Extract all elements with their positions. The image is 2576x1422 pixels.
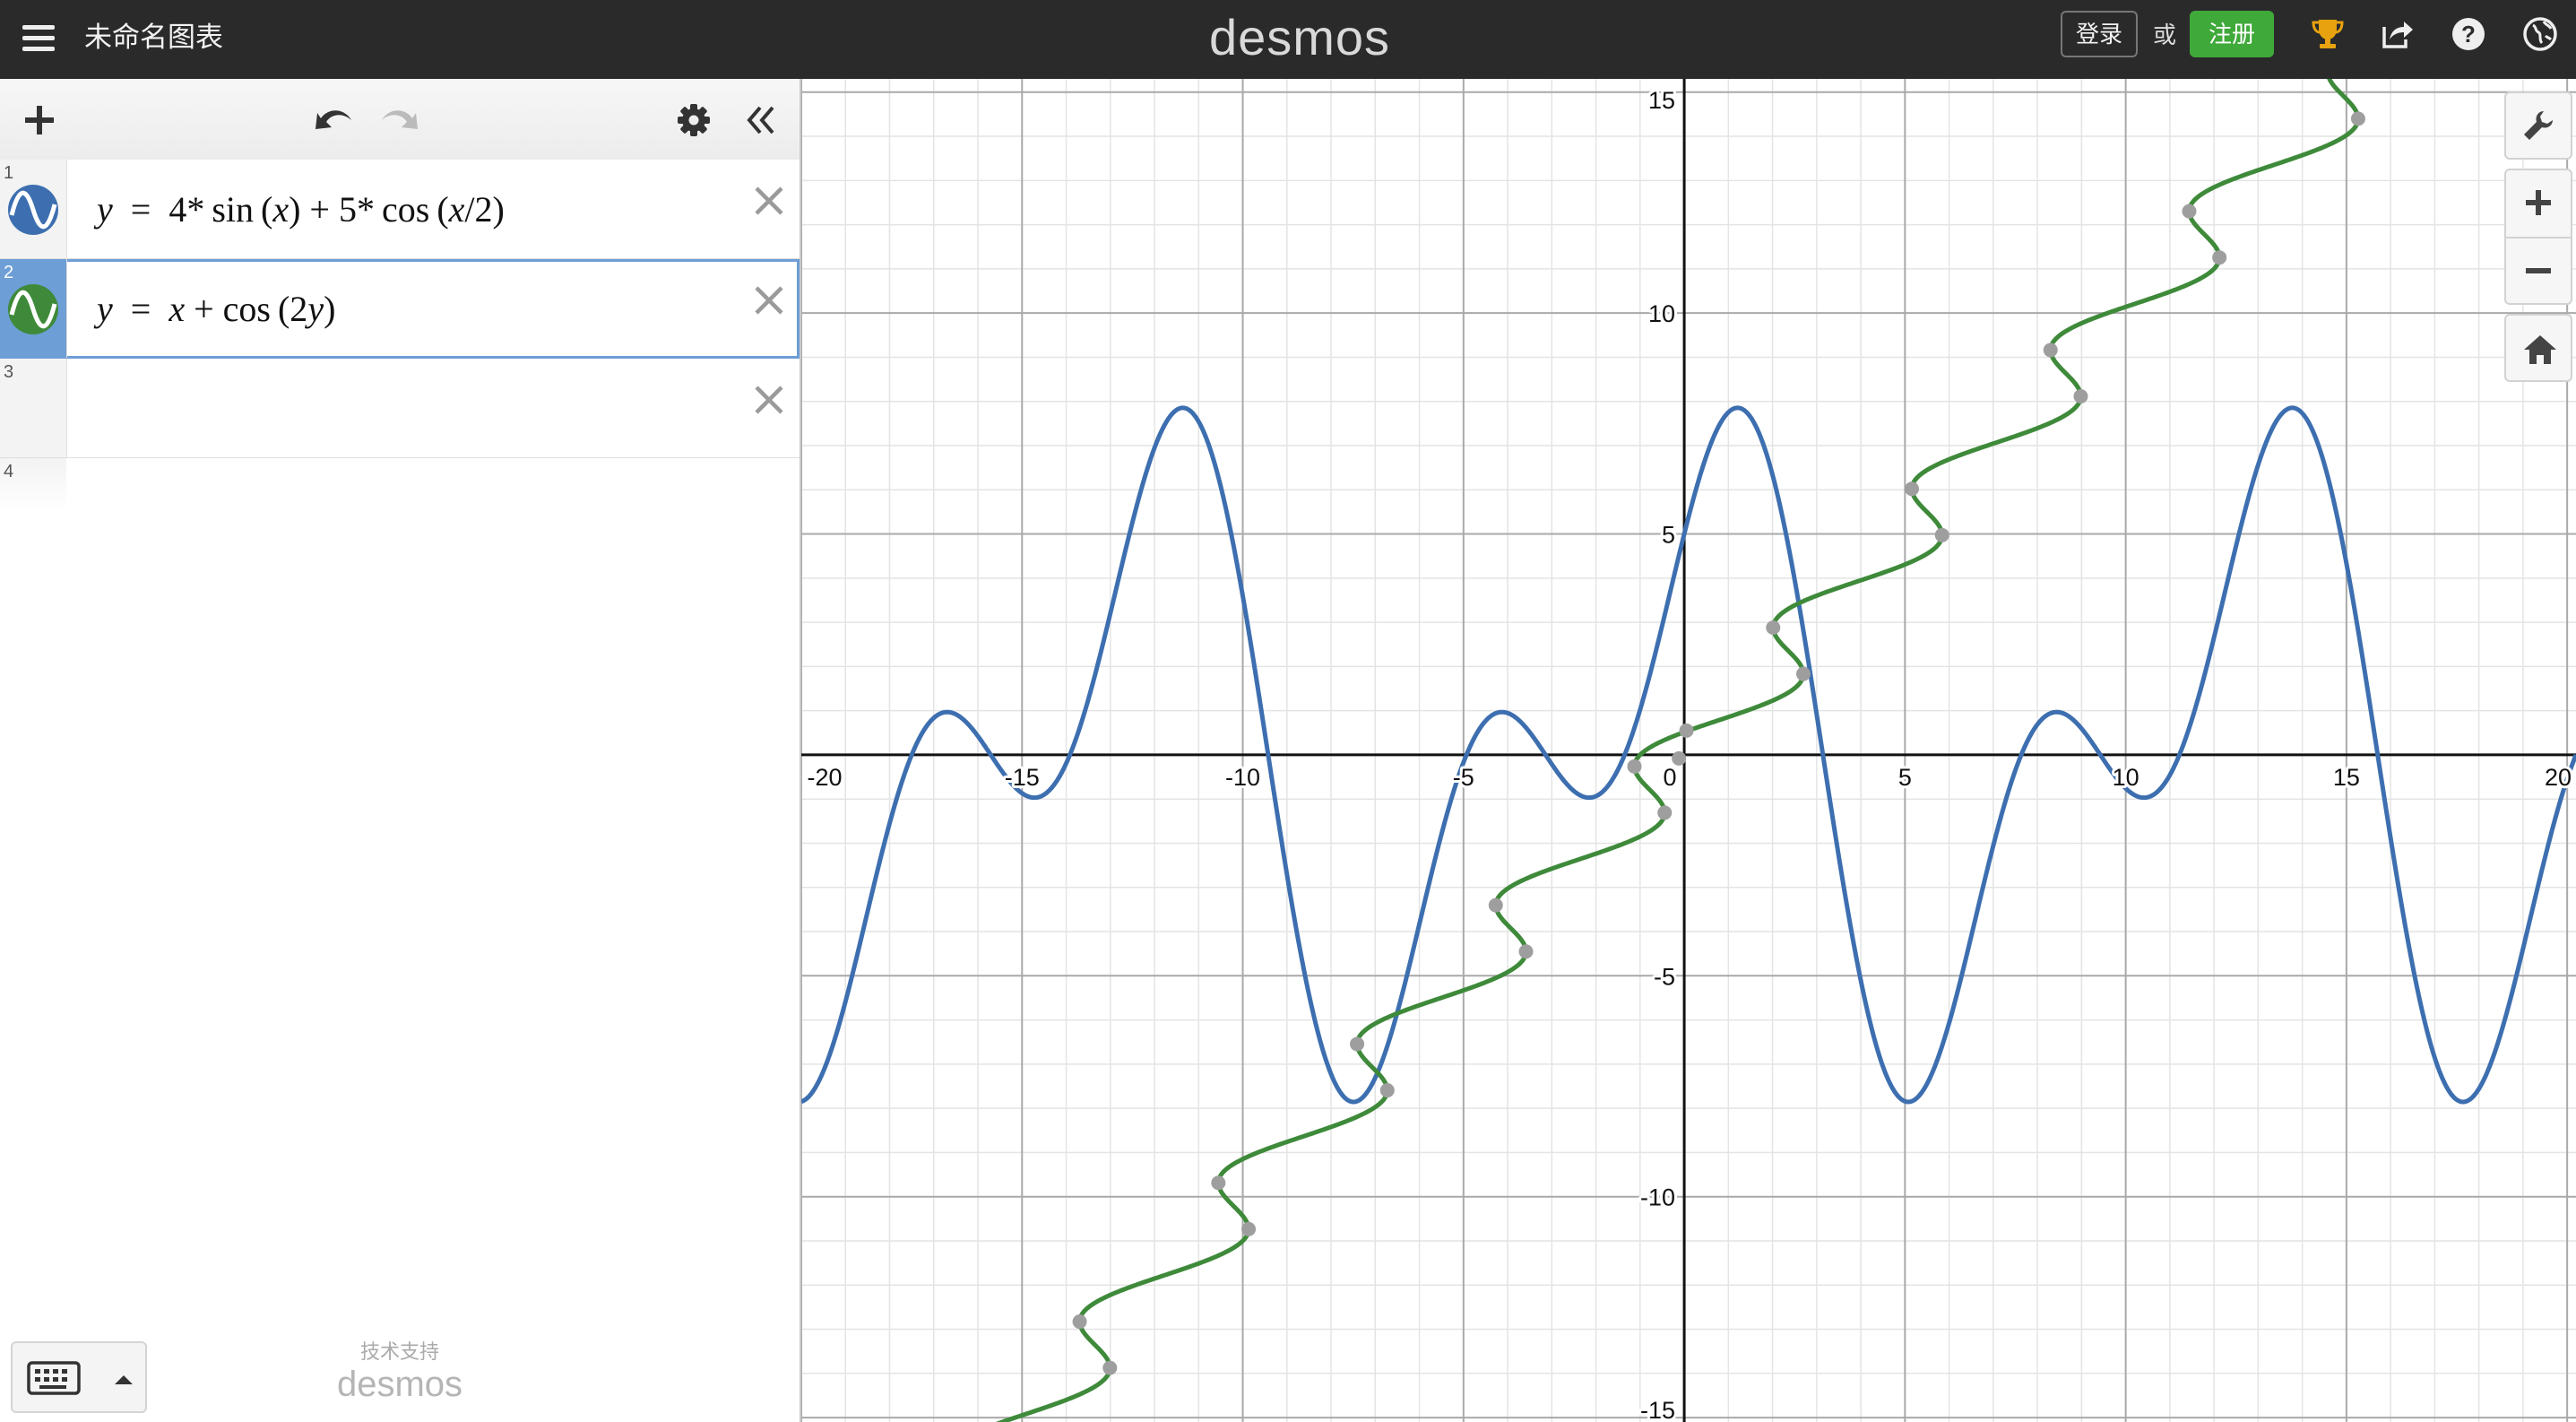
point-of-interest — [1241, 1221, 1257, 1236]
point-of-interest — [1795, 666, 1811, 681]
add-expression-icon[interactable] — [20, 100, 59, 140]
expression-math[interactable]: y = 4* sin (x) + 5* cos (x/2) — [97, 189, 505, 230]
curve-expression-1 — [801, 405, 2576, 1105]
expression-row-1[interactable]: 1 y = 4* sin (x) + 5* cos (x/2) — [0, 160, 800, 259]
critical-points[interactable] — [1072, 111, 2365, 1375]
point-of-interest — [2212, 250, 2227, 265]
y-tick-label: 10 — [1648, 300, 1675, 327]
zoom-out-icon[interactable] — [2522, 255, 2554, 287]
top-bar: 未命名图表 desmos 登录 或 注册 ? — [0, 0, 2576, 79]
collapse-panel-icon[interactable] — [740, 100, 780, 140]
x-tick-label: -20 — [807, 764, 842, 791]
delete-expression-icon[interactable] — [749, 380, 789, 420]
axis-labels: -20 -15 -10 -5 0 5 10 15 20 15 10 5 -5 -10 -15 — [804, 84, 2574, 1422]
login-button[interactable]: 登录 — [2061, 11, 2138, 57]
delete-expression-icon[interactable] — [749, 181, 789, 221]
point-of-interest — [1672, 750, 1687, 766]
graph-settings-button[interactable] — [2504, 91, 2572, 160]
settings-gear-icon[interactable] — [674, 100, 713, 140]
home-icon — [2524, 335, 2556, 364]
graph-title[interactable]: 未命名图表 — [84, 22, 223, 53]
point-of-interest — [1657, 805, 1673, 820]
powered-caption: 技术支持 — [359, 1340, 439, 1363]
menu-icon[interactable] — [20, 20, 57, 57]
y-tick-label: -5 — [1654, 963, 1675, 990]
powered-by-desmos[interactable]: 技术支持 desmos — [328, 1340, 471, 1404]
globe-icon[interactable] — [2520, 14, 2560, 54]
y-tick-label: 5 — [1662, 522, 1675, 549]
graph-paper[interactable]: -20 -15 -10 -5 0 5 10 15 20 15 10 5 -5 -10 -15 — [801, 79, 2576, 1422]
keyboard-icon — [27, 1361, 133, 1395]
point-of-interest — [1488, 897, 1503, 913]
expression-row-4[interactable]: 4 — [0, 458, 800, 557]
y-tick-label: -15 — [1640, 1397, 1675, 1422]
curves[interactable] — [801, 79, 2576, 1422]
x-tick-label: -10 — [1225, 764, 1260, 791]
redo-icon[interactable] — [376, 100, 421, 140]
wave-icon[interactable] — [6, 183, 60, 237]
point-of-interest — [1627, 759, 1642, 774]
or-text: 或 — [2153, 22, 2177, 48]
x-tick-label: 10 — [2113, 764, 2139, 791]
share-icon[interactable] — [2377, 14, 2416, 54]
expression-index: 3 — [4, 362, 14, 382]
x-tick-label: 15 — [2333, 764, 2360, 791]
expression-row-2[interactable]: 2 y = x + cos (2y) — [0, 259, 800, 359]
x-tick-label: 0 — [1664, 764, 1677, 791]
point-of-interest — [2073, 389, 2088, 404]
x-tick-label: 5 — [1898, 764, 1912, 791]
expression-gutter: 1 — [0, 160, 67, 258]
expression-math[interactable]: y = x + cos (2y) — [97, 289, 336, 329]
expression-toolbar — [0, 79, 800, 160]
powered-logo: desmos — [336, 1365, 463, 1404]
point-of-interest — [1679, 723, 1694, 738]
axes — [801, 79, 2576, 1422]
major-gridlines — [801, 79, 2576, 1422]
svg-text:?: ? — [2461, 21, 2476, 48]
minor-gridlines — [801, 79, 2576, 1422]
y-tick-label: 15 — [1648, 87, 1675, 114]
point-of-interest — [1072, 1314, 1087, 1330]
point-of-interest — [1518, 944, 1534, 959]
expression-index: 2 — [4, 263, 14, 282]
zoom-controls — [2504, 169, 2572, 305]
expression-index: 1 — [4, 163, 14, 183]
x-tick-label: 20 — [2545, 764, 2572, 791]
y-tick-label: -10 — [1640, 1184, 1675, 1211]
default-viewport-button[interactable] — [2504, 314, 2572, 382]
trophy-icon[interactable] — [2308, 14, 2347, 54]
wrench-icon — [2524, 111, 2553, 140]
undo-icon[interactable] — [312, 100, 357, 140]
wave-icon[interactable] — [6, 282, 60, 336]
point-of-interest — [1904, 481, 1919, 497]
expression-index: 4 — [4, 462, 14, 481]
graph-canvas[interactable]: -20 -15 -10 -5 0 5 10 15 20 15 10 5 -5 -10 -15 — [801, 79, 2576, 1422]
point-of-interest — [1350, 1036, 1365, 1052]
point-of-interest — [1766, 620, 1781, 636]
desmos-logo: desmos — [1208, 9, 1391, 65]
point-of-interest — [2182, 204, 2197, 219]
expression-gutter: 3 — [0, 359, 67, 457]
caret-up-icon — [115, 1375, 133, 1384]
delete-expression-icon[interactable] — [749, 281, 789, 320]
x-tick-label: -5 — [1453, 764, 1474, 791]
signup-button[interactable]: 注册 — [2190, 11, 2274, 57]
curve-expression-2 — [995, 79, 2361, 1422]
keyboard-toggle-button[interactable] — [11, 1341, 147, 1413]
expression-panel: 1 y = 4* sin (x) + 5* cos (x/2) 2 y = x … — [0, 79, 801, 1422]
expression-row-3[interactable]: 3 — [0, 359, 800, 458]
x-tick-label: -15 — [1005, 764, 1040, 791]
point-of-interest — [2043, 342, 2058, 358]
point-of-interest — [1211, 1175, 1226, 1191]
point-of-interest — [2350, 111, 2365, 126]
expression-gutter: 2 — [0, 259, 67, 358]
point-of-interest — [1934, 527, 1949, 542]
help-icon[interactable]: ? — [2449, 14, 2488, 54]
zoom-in-icon[interactable] — [2522, 186, 2554, 219]
point-of-interest — [1379, 1083, 1395, 1098]
expression-gutter: 4 — [0, 458, 66, 557]
point-of-interest — [1102, 1360, 1118, 1375]
